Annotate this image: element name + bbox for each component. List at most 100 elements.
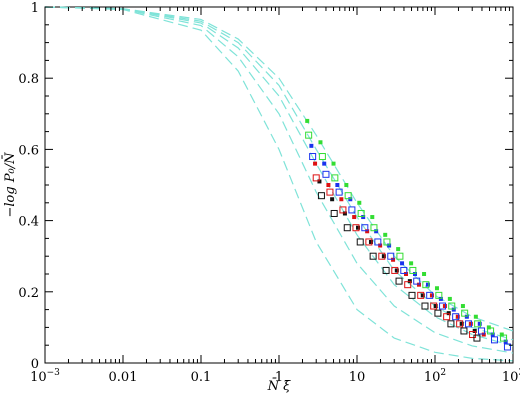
data-point (456, 320, 464, 328)
x-tick-label: 10 (349, 370, 366, 385)
model-curve-4 (44, 6, 514, 354)
data-point (378, 252, 386, 260)
data-point (461, 309, 469, 317)
x-tick-label: 102 (424, 368, 446, 385)
data-point (374, 238, 382, 246)
data-point (396, 252, 404, 260)
data-point (382, 266, 390, 274)
model-curve-1 (44, 6, 514, 332)
data-point (404, 272, 409, 276)
data-point (383, 238, 391, 246)
data-point (352, 224, 360, 232)
data-point (357, 200, 362, 205)
data-point (442, 304, 447, 309)
data-point (317, 192, 325, 200)
data-point (400, 266, 408, 274)
data-point (486, 325, 491, 330)
data-point (465, 320, 473, 328)
data-point (499, 332, 504, 337)
data-point (425, 282, 430, 287)
data-point (365, 229, 370, 234)
data-point (503, 339, 508, 344)
data-point (317, 179, 322, 184)
data-point (439, 302, 447, 310)
x-tick-label: 0.01 (109, 370, 138, 385)
y-tick-label: 1 (31, 1, 39, 16)
data-point (335, 183, 340, 187)
x-tick-label: 1 (275, 370, 283, 385)
data-point (326, 188, 334, 196)
data-point (381, 254, 386, 259)
data-point (409, 261, 414, 266)
data-point (374, 229, 379, 234)
data-point (361, 224, 369, 232)
data-point (412, 272, 417, 276)
data-point (473, 334, 481, 342)
data-point (460, 327, 468, 335)
data-point (331, 174, 339, 182)
data-point (438, 296, 443, 301)
data-point (318, 140, 323, 145)
model-curve-5 (44, 6, 514, 362)
data-point (343, 224, 351, 232)
data-point (344, 183, 349, 187)
data-point (455, 314, 460, 319)
data-point (344, 192, 352, 200)
data-point (356, 225, 361, 230)
data-point (335, 188, 343, 196)
model-curve-2 (44, 6, 514, 341)
data-point (313, 161, 318, 166)
data-point (469, 331, 477, 339)
data-point (331, 161, 336, 166)
x-axis-label: N̄ ξ̄ (267, 378, 292, 394)
data-point (409, 266, 417, 274)
data-point (448, 302, 456, 310)
data-point (370, 224, 378, 232)
axis-ticks: 10−3 0.01 0.1 1 10 102 103 0 0.2 0.4 0.6 0.8 1 (18, 1, 520, 385)
data-point (312, 174, 320, 182)
data-point (342, 211, 347, 216)
data-point (422, 272, 427, 276)
data-point (394, 268, 399, 273)
data-point (413, 277, 421, 285)
data-point (404, 281, 412, 289)
y-tick-label: 0.6 (18, 143, 39, 158)
x-tick-label: 103 (502, 368, 520, 385)
data-point (322, 161, 327, 166)
data-point (447, 296, 452, 301)
y-tick-label: 0.2 (18, 286, 39, 301)
data-point (400, 261, 405, 266)
data-point (408, 291, 416, 299)
data-point (339, 197, 344, 202)
data-point (330, 209, 338, 217)
model-curve-3 (44, 6, 514, 347)
data-point (352, 215, 357, 220)
data-point (446, 311, 451, 316)
data-point (356, 238, 364, 246)
data-point (365, 238, 373, 246)
data-point (459, 321, 464, 326)
data-point (309, 153, 317, 161)
data-point (451, 307, 456, 312)
data-point (452, 313, 460, 321)
data-point (305, 131, 313, 139)
data-point (420, 293, 425, 298)
data-point (396, 247, 401, 252)
data-point (309, 143, 314, 148)
data-point (318, 153, 326, 161)
data-point (322, 170, 330, 178)
data-point (361, 215, 366, 220)
data-point (417, 291, 425, 299)
data-point (472, 328, 477, 333)
data-point (391, 266, 399, 274)
data-point (487, 327, 495, 335)
data-point (468, 321, 473, 326)
x-tick-label: 10−3 (30, 368, 60, 385)
data-point (460, 304, 465, 309)
data-point (330, 197, 335, 202)
data-point (348, 197, 353, 202)
data-point (395, 277, 403, 285)
data-point (369, 252, 377, 260)
data-point (421, 302, 429, 310)
data-point (387, 252, 395, 260)
